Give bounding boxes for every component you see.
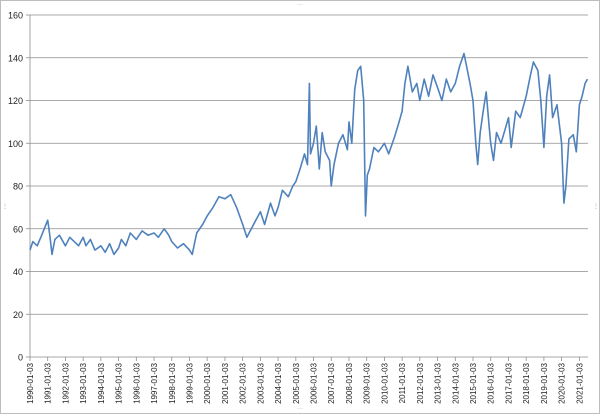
x-tick-label: 1997-01-03	[150, 362, 159, 403]
y-tick-label: 0	[18, 353, 23, 363]
x-tick-label: 1996-01-03	[132, 362, 141, 403]
x-tick-label: 1992-01-03	[61, 362, 70, 403]
x-tick-label: 2019-01-03	[540, 362, 549, 403]
x-tick-label: 2018-01-03	[522, 362, 531, 403]
x-tick-label: 2010-01-03	[380, 362, 389, 403]
x-tick-label: 2001-01-03	[221, 362, 230, 403]
series-group	[29, 52, 589, 256]
y-tick-label: 120	[8, 96, 23, 106]
y-tick-label: 20	[13, 310, 23, 320]
bottom-resize-handle[interactable]: ···	[297, 406, 303, 412]
x-tick-label: 2013-01-03	[434, 362, 443, 403]
left-resize-handle[interactable]: ⋮	[2, 204, 8, 210]
x-tick-label: 2000-01-03	[203, 362, 212, 403]
x-tick-label: 1991-01-03	[44, 362, 53, 403]
x-tick-label: 1995-01-03	[115, 362, 124, 403]
x-tick-label: 2009-01-03	[363, 362, 372, 403]
x-tick-label: 1993-01-03	[79, 362, 88, 403]
y-tick-label: 60	[13, 224, 23, 234]
y-tick-label: 160	[8, 11, 23, 21]
x-tick-label: 2005-01-03	[292, 362, 301, 403]
y-tick-label: 40	[13, 267, 23, 277]
right-resize-handle[interactable]: ⋮	[593, 204, 599, 210]
x-tick-label: 2020-01-03	[558, 362, 567, 403]
x-tick-label: 1999-01-03	[185, 362, 194, 403]
y-tick-label: 80	[13, 182, 23, 192]
x-tick-label: 2003-01-03	[256, 362, 265, 403]
x-tick-label: 2004-01-03	[274, 362, 283, 403]
series-line	[29, 52, 589, 256]
x-tick-label: 2006-01-03	[310, 362, 319, 403]
x-tick-label: 2011-01-03	[398, 362, 407, 403]
x-axis: 1990-01-03 1991-01-03 1992-01-03 1993-01-03…	[26, 356, 588, 404]
x-tick-label: 2021-01-03	[575, 362, 584, 403]
x-tick-label: 2007-01-03	[327, 362, 336, 403]
x-tick-label: 1998-01-03	[168, 362, 177, 403]
x-tick-label: 1990-01-03	[26, 362, 35, 403]
top-resize-handle[interactable]: ···	[297, 2, 303, 8]
gridlines	[30, 14, 588, 315]
x-tick-label: 2012-01-03	[416, 362, 425, 403]
x-tick-label: 2014-01-03	[451, 362, 460, 403]
x-tick-label: 2008-01-03	[345, 362, 354, 403]
x-tick-label: 1994-01-03	[97, 362, 106, 403]
x-tick-label: 2017-01-03	[504, 362, 513, 403]
x-tick-label: 2002-01-03	[239, 362, 248, 403]
y-tick-label: 140	[8, 53, 23, 63]
x-tick-label: 2016-01-03	[487, 362, 496, 403]
y-tick-label: 100	[8, 139, 23, 149]
y-axis-ticks: 0 20 40 60 80 100 120 140 160	[8, 11, 31, 363]
x-tick-label: 2015-01-03	[469, 362, 478, 403]
